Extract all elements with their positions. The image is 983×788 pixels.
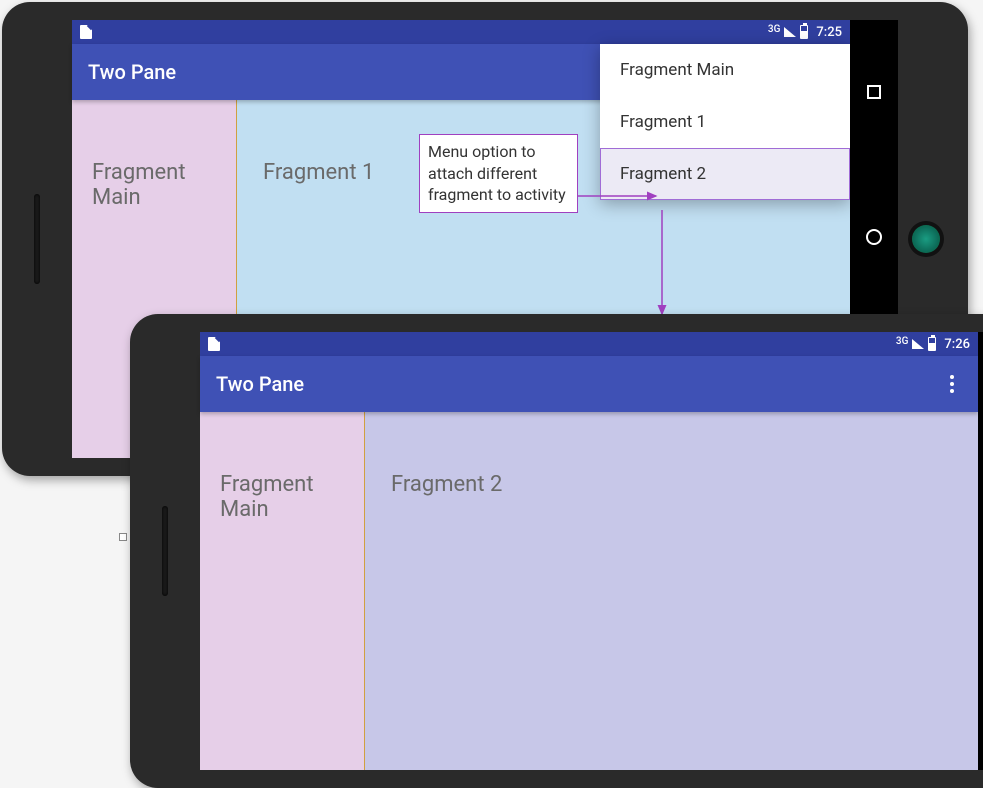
fragment-main-label: Fragment Main [92, 160, 212, 210]
sd-card-icon [208, 337, 220, 351]
phone-frame-bottom: 3G 7:26 Two Pane Fragment Main Fragm [130, 314, 983, 788]
fragment-main-label: Fragment Main [220, 472, 340, 522]
screen: 3G 7:26 Two Pane Fragment Main Fragm [200, 332, 978, 770]
network-label: 3G [768, 24, 781, 35]
app-bar: Two Pane [200, 356, 978, 412]
sd-card-icon [80, 25, 92, 39]
nav-recent-icon[interactable] [867, 85, 881, 99]
overflow-menu-button[interactable] [942, 367, 962, 401]
signal-icon [912, 339, 924, 349]
battery-icon [928, 337, 936, 351]
app-title: Two Pane [88, 60, 176, 84]
overflow-menu: Fragment Main Fragment 1 Fragment 2 [600, 44, 850, 200]
android-nav-bar [978, 332, 983, 770]
speaker-grille [34, 194, 40, 284]
camera-lens [912, 225, 940, 253]
menu-item-fragment-1[interactable]: Fragment 1 [600, 96, 850, 148]
selection-handle [119, 533, 127, 541]
battery-icon [800, 25, 808, 39]
fragment-left-pane: Fragment Main [200, 412, 365, 770]
clock: 7:25 [816, 25, 842, 40]
clock: 7:26 [944, 337, 970, 352]
status-bar: 3G 7:26 [200, 332, 978, 356]
fragment-1-label: Fragment 1 [263, 160, 374, 185]
network-label: 3G [896, 336, 909, 347]
status-bar: 3G 7:25 [72, 20, 850, 44]
annotation-text: Menu option to attach different fragment… [428, 142, 566, 204]
app-title: Two Pane [216, 372, 304, 396]
result-arrow [652, 210, 672, 324]
phone-screen-area: 3G 7:26 Two Pane Fragment Main Fragm [200, 332, 983, 770]
annotation-arrow [576, 186, 666, 206]
fragment-right-pane: Fragment 2 [365, 412, 978, 770]
nav-home-icon[interactable] [866, 229, 882, 245]
fragment-2-label: Fragment 2 [391, 472, 502, 497]
content-body: Fragment Main Fragment 2 [200, 412, 978, 770]
speaker-grille [162, 506, 168, 596]
signal-icon [784, 27, 796, 37]
menu-item-fragment-main[interactable]: Fragment Main [600, 44, 850, 96]
annotation-callout: Menu option to attach different fragment… [419, 134, 578, 213]
